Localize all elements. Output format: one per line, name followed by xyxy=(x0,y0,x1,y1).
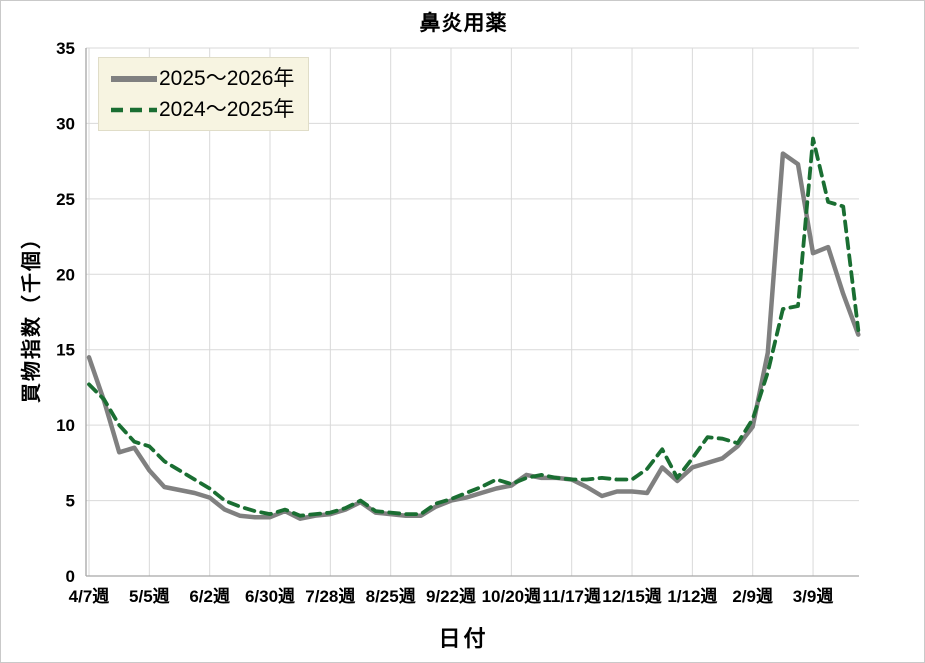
x-tick-label: 7/28週 xyxy=(305,587,355,606)
legend-line-swatch-dashed xyxy=(111,107,157,112)
legend-entry-2025-2026: 2025〜2026年 xyxy=(109,64,294,93)
legend-entry-2024-2025: 2024〜2025年 xyxy=(109,95,294,124)
x-tick-label: 4/7週 xyxy=(69,587,110,606)
series-line-2024-2025- xyxy=(87,136,861,518)
x-tick-label: 9/22週 xyxy=(426,587,476,606)
x-tick-label: 2/9週 xyxy=(732,587,773,606)
x-tick-label: 3/9週 xyxy=(793,587,834,606)
x-tick-label: 8/25週 xyxy=(366,587,416,606)
x-tick-label: 1/12週 xyxy=(667,587,717,606)
series-line-2025-2026- xyxy=(86,151,861,521)
y-tick-label: 30 xyxy=(56,114,75,133)
y-tick-label: 0 xyxy=(66,567,75,586)
x-tick-label: 10/20週 xyxy=(482,587,542,606)
y-tick-label: 5 xyxy=(66,492,75,511)
x-tick-label: 12/15週 xyxy=(602,587,662,606)
x-tick-label: 6/30週 xyxy=(245,587,295,606)
y-tick-label: 20 xyxy=(56,265,75,284)
legend-line-swatch-solid xyxy=(111,75,157,82)
x-tick-label: 11/17週 xyxy=(542,587,601,606)
y-tick-label: 10 xyxy=(56,416,75,435)
x-tick-label: 6/2週 xyxy=(189,587,230,606)
y-axis-title: 買物指数（千個） xyxy=(21,227,43,403)
chart-legend: 2025〜2026年 2024〜2025年 xyxy=(98,57,310,131)
x-axis-title: 日付 xyxy=(438,626,489,651)
y-tick-label: 25 xyxy=(56,190,75,209)
y-tick-label: 15 xyxy=(56,341,75,360)
legend-label-2024-2025: 2024〜2025年 xyxy=(159,98,295,121)
x-tick-label: 5/5週 xyxy=(129,587,170,606)
y-tick-label: 35 xyxy=(56,39,75,58)
legend-label-2025-2026: 2025〜2026年 xyxy=(159,67,295,90)
chart-title: 鼻炎用薬 xyxy=(419,12,508,35)
